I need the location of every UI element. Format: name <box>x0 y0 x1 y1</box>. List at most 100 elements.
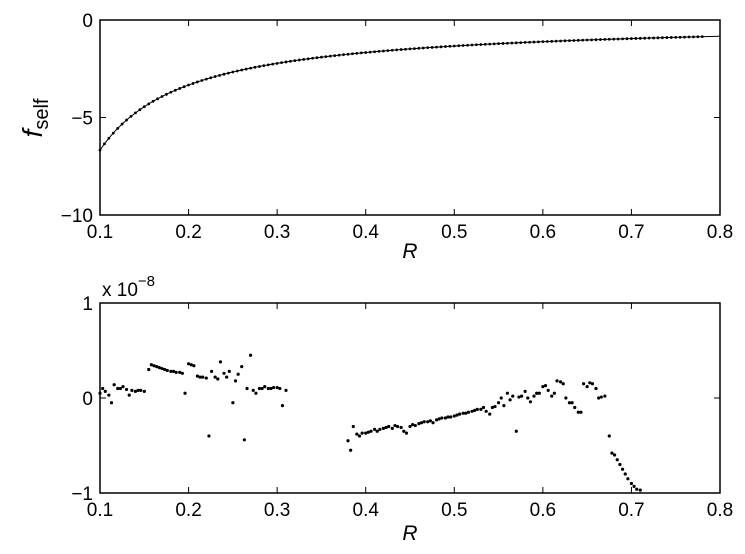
error-point <box>171 369 176 373</box>
error-point <box>349 448 353 452</box>
fself-point <box>218 73 221 77</box>
fself-point <box>692 35 695 39</box>
error-point <box>218 360 223 364</box>
top-x-axis-label: R <box>402 240 417 263</box>
error-point <box>155 365 159 369</box>
error-point <box>263 385 267 389</box>
fself-point <box>289 59 292 63</box>
error-point <box>404 431 409 435</box>
bottom-y-tick-label: −1 <box>71 484 93 505</box>
error-point <box>346 439 350 443</box>
error-point <box>157 366 161 370</box>
fself-point <box>240 68 244 72</box>
error-point <box>455 413 459 417</box>
fself-point <box>630 37 633 40</box>
error-point <box>490 405 494 410</box>
fself-point <box>483 42 487 46</box>
error-point <box>360 431 364 435</box>
error-point <box>201 375 205 379</box>
error-point <box>473 408 477 412</box>
error-point <box>233 379 238 383</box>
error-point <box>186 362 191 366</box>
fself-point <box>107 136 111 140</box>
fself-point <box>178 87 182 90</box>
error-point <box>107 393 111 397</box>
error-point <box>434 418 439 422</box>
error-point <box>139 388 143 392</box>
error-point <box>174 370 178 374</box>
error-point <box>499 396 503 400</box>
error-point <box>558 380 563 384</box>
fself-point <box>421 46 425 50</box>
fself-point <box>306 57 310 61</box>
fself-point <box>337 53 341 57</box>
error-point <box>579 410 583 414</box>
error-point <box>564 396 568 400</box>
error-point <box>437 417 441 421</box>
fself-point <box>435 45 438 49</box>
fself-point <box>116 126 120 130</box>
fself-point <box>563 39 567 43</box>
error-point <box>210 369 214 373</box>
error-point <box>523 389 527 393</box>
error-point <box>375 429 379 433</box>
fself-point <box>519 41 523 45</box>
error-point <box>257 386 262 391</box>
error-point <box>192 364 196 368</box>
error-point <box>204 376 208 380</box>
error-point <box>449 415 453 419</box>
error-point <box>98 391 102 395</box>
bottom-plot-ticks: 0.1 0.2 0.3 0.4 0.5 0.6 0.7 0.8 −1 0 1 <box>71 294 733 521</box>
fself-point <box>669 36 673 39</box>
fself-point <box>222 72 226 76</box>
bottom-plot-data <box>98 353 642 492</box>
error-point <box>248 353 253 357</box>
error-point <box>464 411 468 415</box>
fself-point <box>311 56 314 60</box>
bottom-x-tick-label: 0.7 <box>618 500 644 521</box>
fself-point <box>665 36 669 39</box>
fself-point <box>652 36 655 40</box>
error-point <box>481 405 486 410</box>
top-y-tick-label: −5 <box>71 109 93 130</box>
fself-point <box>674 35 678 39</box>
error-point <box>599 395 603 399</box>
fself-point <box>151 99 155 103</box>
top-x-tick-label: 0.8 <box>707 222 733 243</box>
error-point <box>109 401 114 405</box>
error-point <box>207 434 211 438</box>
fself-point <box>638 36 642 40</box>
fself-point <box>399 48 403 51</box>
fself-point <box>501 42 505 45</box>
error-point <box>165 368 169 373</box>
bottom-x-tick-label: 0.3 <box>264 500 290 521</box>
fself-point <box>333 54 337 58</box>
fself-point <box>98 148 102 152</box>
error-point <box>351 424 355 429</box>
error-point <box>632 484 636 488</box>
error-point <box>502 404 506 408</box>
error-point <box>133 389 138 393</box>
error-point <box>284 388 288 392</box>
error-point <box>582 382 586 386</box>
error-point <box>440 416 444 420</box>
error-point <box>618 462 622 467</box>
fself-point <box>213 75 217 78</box>
fself-point <box>169 90 173 94</box>
bottom-y-multiplier: x 10−8 <box>102 273 155 301</box>
fself-point <box>466 43 469 47</box>
error-point <box>443 416 448 420</box>
bottom-x-tick-label: 0.8 <box>707 500 733 521</box>
fself-point <box>147 102 151 106</box>
error-point <box>461 411 465 415</box>
error-point <box>615 458 619 462</box>
error-point <box>231 401 235 405</box>
error-point <box>573 405 577 410</box>
fself-point <box>351 52 354 56</box>
fself-point <box>528 40 531 44</box>
fself-point <box>262 64 266 68</box>
error-point <box>541 385 545 389</box>
fself-point <box>191 82 195 85</box>
error-point <box>452 414 456 418</box>
error-point <box>620 467 625 471</box>
